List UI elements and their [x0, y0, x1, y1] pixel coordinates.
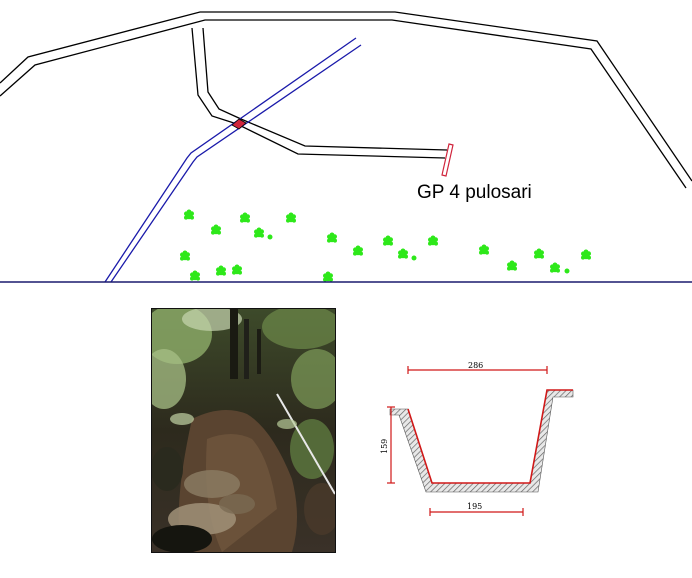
ditch-photo-image [152, 309, 335, 552]
green-shrub-icon [411, 255, 417, 261]
green-shrub-icon [254, 227, 264, 238]
green-shrub-icon [216, 265, 226, 276]
green-shrub-icon [232, 264, 242, 275]
green-shrub-icon [564, 268, 570, 274]
green-shrub-icon [507, 260, 517, 271]
top-width-label: 286 [468, 361, 483, 370]
green-shrub-icon [190, 270, 200, 281]
branch-road-left-edge [191, 27, 446, 159]
gp4-location-label: GP 4 pulosari [417, 182, 532, 203]
outer-road-inner-edge [0, 19, 687, 189]
depth-label: 159 [380, 439, 389, 454]
green-shrub-icon [383, 235, 393, 246]
green-shrub-icon [267, 234, 273, 240]
green-shrub-icon [286, 212, 296, 223]
outer-road-outer-edge [0, 11, 692, 182]
section-inner-lining [407, 389, 573, 484]
green-shrub-icon [581, 249, 591, 260]
green-shrub-icon [327, 232, 337, 243]
green-shrub-icon [398, 248, 408, 259]
green-shrub-icon [550, 262, 560, 273]
green-shrub-icon [211, 224, 221, 235]
green-shrub-icon [184, 209, 194, 220]
road-network [0, 11, 692, 189]
green-shrub-icon [534, 248, 544, 259]
branch-road-right-edge [202, 27, 448, 151]
green-shrub-icon [323, 271, 333, 282]
section-concrete-body [389, 389, 574, 493]
culvert-crossing-marker [231, 118, 247, 130]
green-shrub-icon [353, 245, 363, 256]
site-photo [151, 308, 336, 553]
channel-cross-section: 286 195 159 [380, 361, 574, 516]
bottom-width-label: 195 [467, 502, 482, 511]
drainage-channel-line [104, 37, 362, 283]
green-shrub-icon [479, 244, 489, 255]
green-shrub-icon [240, 212, 250, 223]
green-shrub-icon [428, 235, 438, 246]
gp4-location-marker [441, 143, 454, 177]
green-shrub-icon [180, 250, 190, 261]
vegetation-symbols [180, 209, 591, 282]
